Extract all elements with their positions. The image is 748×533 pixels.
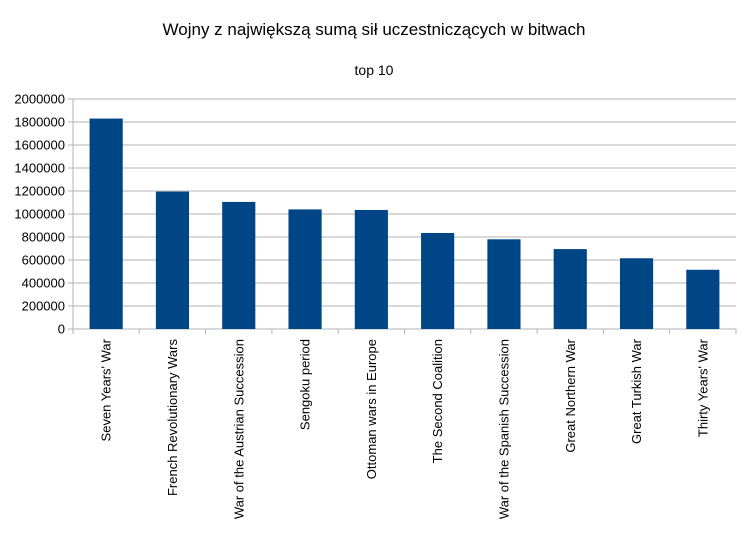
- x-tick-label: War of the Spanish Succession: [496, 339, 511, 519]
- x-tick-label: Sengoku period: [298, 339, 313, 430]
- bar: [619, 258, 654, 329]
- x-tick-label: Ottoman wars in Europe: [364, 339, 379, 479]
- bar: [89, 118, 123, 329]
- x-tick-label: Thirty Years' War: [695, 338, 710, 437]
- y-tick-label: 600000: [22, 253, 65, 268]
- x-tick-label: French Revolutionary Wars: [165, 339, 180, 497]
- x-tick-label: War of the Austrian Succession: [231, 339, 246, 519]
- y-tick-label: 0: [58, 322, 65, 337]
- y-tick-label: 200000: [22, 299, 65, 314]
- x-tick-label: Seven Years' War: [99, 338, 114, 441]
- y-tick-label: 2000000: [14, 92, 65, 107]
- bar: [222, 201, 256, 329]
- bar: [155, 191, 190, 329]
- chart-subtitle: top 10: [354, 62, 394, 78]
- x-tick-label: The Second Coalition: [430, 339, 445, 463]
- y-tick-label: 800000: [22, 230, 65, 245]
- y-tick-label: 1200000: [14, 184, 65, 199]
- y-tick-label: 400000: [22, 276, 65, 291]
- bar: [354, 209, 388, 329]
- y-tick-label: 1800000: [14, 115, 65, 130]
- y-tick-label: 1400000: [14, 161, 65, 176]
- chart-title: Wojny z największą sumą sił uczestnicząc…: [162, 20, 586, 39]
- y-tick-label: 1600000: [14, 138, 65, 153]
- bar: [421, 232, 455, 329]
- bar: [487, 239, 521, 329]
- x-tick-label: Great Turkish War: [629, 338, 644, 444]
- y-tick-label: 1000000: [14, 207, 65, 222]
- bar: [553, 249, 587, 329]
- bar: [288, 209, 322, 329]
- x-tick-label: Great Northern War: [563, 338, 578, 452]
- bar: [686, 269, 720, 329]
